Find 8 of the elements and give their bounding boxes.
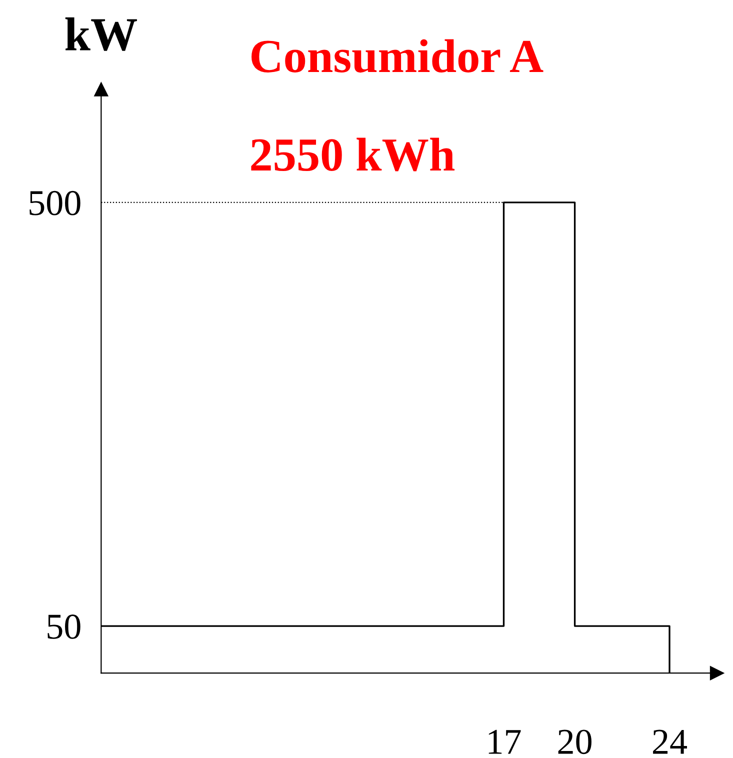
x-tick-label: 17: [488, 730, 521, 754]
y-axis-title: kW: [65, 17, 137, 51]
text: 2550 kWh: [251, 138, 455, 172]
y-tick-label: 500: [30, 190, 80, 216]
x-tick-label: 24: [653, 730, 687, 754]
x-tick-label: 20: [558, 730, 592, 754]
y-tick-label: 50: [48, 614, 80, 639]
chart-title: Consumidor A: [252, 39, 544, 73]
